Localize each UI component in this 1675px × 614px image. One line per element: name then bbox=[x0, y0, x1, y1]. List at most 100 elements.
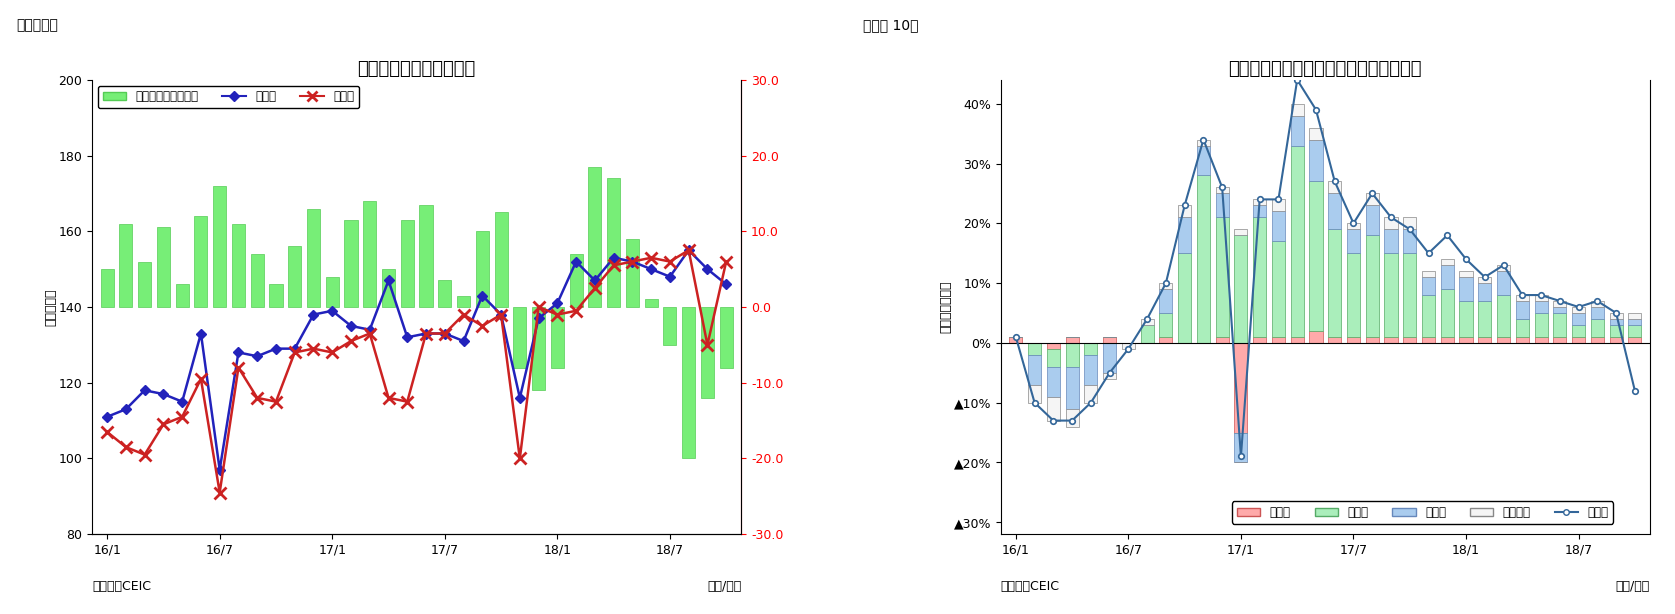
Bar bbox=[1084, 355, 1097, 385]
Bar bbox=[382, 269, 395, 307]
Text: （年/月）: （年/月） bbox=[707, 580, 740, 593]
Bar bbox=[1328, 193, 1342, 229]
Bar bbox=[1028, 343, 1042, 355]
Bar bbox=[1028, 385, 1042, 403]
Bar bbox=[1553, 307, 1566, 313]
Bar bbox=[1534, 301, 1548, 313]
Bar bbox=[1459, 277, 1472, 301]
Bar bbox=[1497, 337, 1511, 343]
Bar bbox=[1198, 176, 1209, 343]
Bar bbox=[1328, 182, 1342, 193]
Bar bbox=[1573, 325, 1585, 337]
Bar bbox=[1104, 337, 1116, 343]
Bar bbox=[1573, 307, 1585, 313]
Bar bbox=[1047, 349, 1060, 367]
Bar bbox=[1365, 205, 1379, 235]
Y-axis label: （前年同月比）: （前年同月比） bbox=[940, 281, 951, 333]
Y-axis label: （億ドル）: （億ドル） bbox=[44, 288, 57, 326]
Bar bbox=[551, 307, 564, 368]
Bar bbox=[1628, 313, 1642, 319]
Bar bbox=[1404, 229, 1417, 253]
Bar bbox=[1422, 295, 1435, 337]
Bar bbox=[1104, 373, 1116, 379]
Bar bbox=[1178, 253, 1191, 343]
Bar bbox=[1385, 253, 1397, 337]
Bar bbox=[1065, 367, 1079, 409]
Bar bbox=[325, 277, 338, 307]
Bar bbox=[1065, 343, 1079, 367]
Bar bbox=[176, 284, 189, 307]
Bar bbox=[1084, 385, 1097, 403]
Bar bbox=[1310, 182, 1323, 331]
Bar bbox=[1440, 259, 1454, 265]
Text: （資料）CEIC: （資料）CEIC bbox=[1002, 580, 1060, 593]
Bar bbox=[588, 167, 601, 307]
Bar bbox=[1159, 289, 1172, 313]
Bar bbox=[439, 281, 451, 307]
Bar bbox=[251, 254, 263, 307]
Bar bbox=[1028, 355, 1042, 385]
Bar bbox=[1479, 337, 1491, 343]
Bar bbox=[1216, 337, 1229, 343]
Bar bbox=[1347, 337, 1360, 343]
Bar bbox=[1459, 271, 1472, 277]
Bar bbox=[1516, 295, 1529, 301]
Bar bbox=[1610, 325, 1623, 337]
Bar bbox=[1422, 277, 1435, 295]
Bar bbox=[1084, 343, 1097, 355]
Bar bbox=[570, 254, 583, 307]
Bar bbox=[194, 216, 208, 307]
Bar bbox=[720, 307, 732, 368]
Bar bbox=[119, 223, 132, 307]
Bar bbox=[1347, 253, 1360, 337]
Bar bbox=[419, 205, 432, 307]
Bar bbox=[1365, 235, 1379, 337]
Bar bbox=[1610, 319, 1623, 325]
Bar bbox=[1065, 337, 1079, 343]
Bar bbox=[663, 307, 677, 345]
Bar bbox=[1253, 200, 1266, 205]
Bar bbox=[1440, 289, 1454, 337]
Bar bbox=[1253, 337, 1266, 343]
Bar bbox=[645, 300, 658, 307]
Bar bbox=[1141, 319, 1154, 325]
Text: （年/月）: （年/月） bbox=[1616, 580, 1650, 593]
Bar bbox=[700, 307, 714, 398]
Bar bbox=[1422, 271, 1435, 277]
Bar bbox=[1291, 115, 1303, 146]
Bar bbox=[1328, 337, 1342, 343]
Bar bbox=[1141, 325, 1154, 343]
Bar bbox=[1516, 319, 1529, 337]
Bar bbox=[1365, 193, 1379, 205]
Bar bbox=[1310, 128, 1323, 139]
Bar bbox=[1047, 367, 1060, 397]
Bar bbox=[1234, 343, 1248, 432]
Bar bbox=[1291, 104, 1303, 115]
Bar bbox=[270, 284, 283, 307]
Bar bbox=[1122, 343, 1136, 349]
Bar bbox=[1234, 235, 1248, 343]
Bar bbox=[1253, 205, 1266, 217]
Bar bbox=[1065, 409, 1079, 427]
Bar bbox=[1385, 337, 1397, 343]
Bar bbox=[457, 296, 471, 307]
Bar bbox=[1253, 217, 1266, 337]
Bar bbox=[1459, 337, 1472, 343]
Title: インドネシアの貳易収支: インドネシアの貳易収支 bbox=[357, 60, 476, 78]
Text: （図表９）: （図表９） bbox=[17, 18, 59, 33]
Bar bbox=[231, 223, 245, 307]
Bar bbox=[1310, 139, 1323, 182]
Bar bbox=[1628, 319, 1642, 325]
Bar bbox=[100, 269, 114, 307]
Bar bbox=[1534, 313, 1548, 337]
Bar bbox=[1440, 337, 1454, 343]
Bar bbox=[213, 186, 226, 307]
Title: インドネシア　輸出の伸び率（品目別）: インドネシア 輸出の伸び率（品目別） bbox=[1228, 60, 1422, 78]
Bar bbox=[307, 209, 320, 307]
Bar bbox=[1497, 271, 1511, 295]
Bar bbox=[1479, 277, 1491, 283]
Legend: 農産品, 製造品, 鉱業品, 石油ガス, 輸出額: 農産品, 製造品, 鉱業品, 石油ガス, 輸出額 bbox=[1233, 501, 1613, 524]
Bar bbox=[1553, 337, 1566, 343]
Bar bbox=[1198, 146, 1209, 176]
Bar bbox=[1573, 313, 1585, 325]
